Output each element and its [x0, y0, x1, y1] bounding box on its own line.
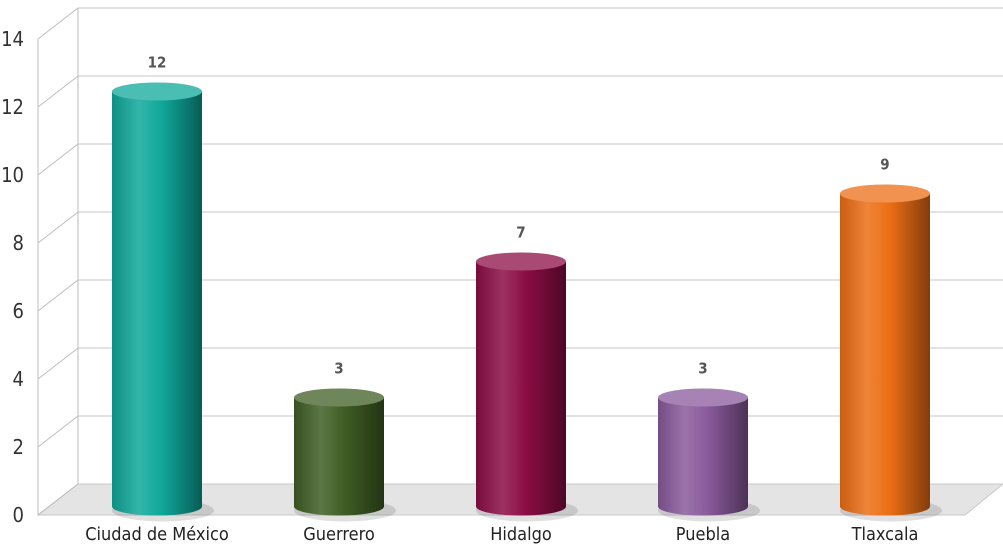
grid-diagonal	[37, 143, 79, 176]
data-label: 12	[148, 54, 167, 72]
y-tick-label: 8	[13, 231, 24, 255]
bar	[840, 193, 930, 516]
bar-top	[658, 388, 748, 407]
y-tick-label: 12	[1, 95, 24, 119]
grid-diagonal	[37, 279, 79, 312]
bar	[658, 397, 748, 516]
x-tick-label: Guerrero	[303, 524, 375, 545]
data-label: 3	[334, 360, 343, 378]
data-label: 9	[880, 156, 889, 174]
y-tick-label: 14	[1, 27, 24, 51]
bar	[476, 261, 566, 516]
y-tick-label: 4	[13, 367, 24, 391]
y-tick-label: 0	[13, 503, 24, 527]
bar-top	[294, 388, 384, 407]
y-axis: 0 2 4 6 8 10 12 14	[1, 27, 39, 527]
y-tick-label: 6	[13, 299, 24, 323]
data-label: 3	[698, 360, 707, 378]
x-tick-label: Ciudad de México	[85, 524, 229, 545]
y-tick-label: 2	[13, 435, 24, 459]
grid-diagonal	[37, 7, 79, 40]
bars	[112, 82, 942, 522]
x-tick-label: Tlaxcala	[851, 524, 919, 545]
y-tick-label: 10	[1, 163, 24, 187]
x-tick-label: Puebla	[676, 524, 730, 545]
grid-diagonal	[37, 483, 79, 516]
x-tick-label: Hidalgo	[490, 524, 552, 545]
grid-diagonal	[37, 415, 79, 448]
bar	[112, 91, 202, 516]
grid-diagonal	[37, 347, 79, 380]
bar-top	[476, 252, 566, 271]
grid-diagonal	[37, 211, 79, 244]
bar	[294, 397, 384, 516]
labels: 12 Ciudad de México 3 Guerrero 7 Hidalgo 3 Pueb…	[85, 54, 918, 546]
bar-top	[840, 184, 930, 203]
data-label: 7	[516, 224, 525, 242]
bar-top	[112, 82, 202, 101]
grid-diagonal	[37, 75, 79, 108]
